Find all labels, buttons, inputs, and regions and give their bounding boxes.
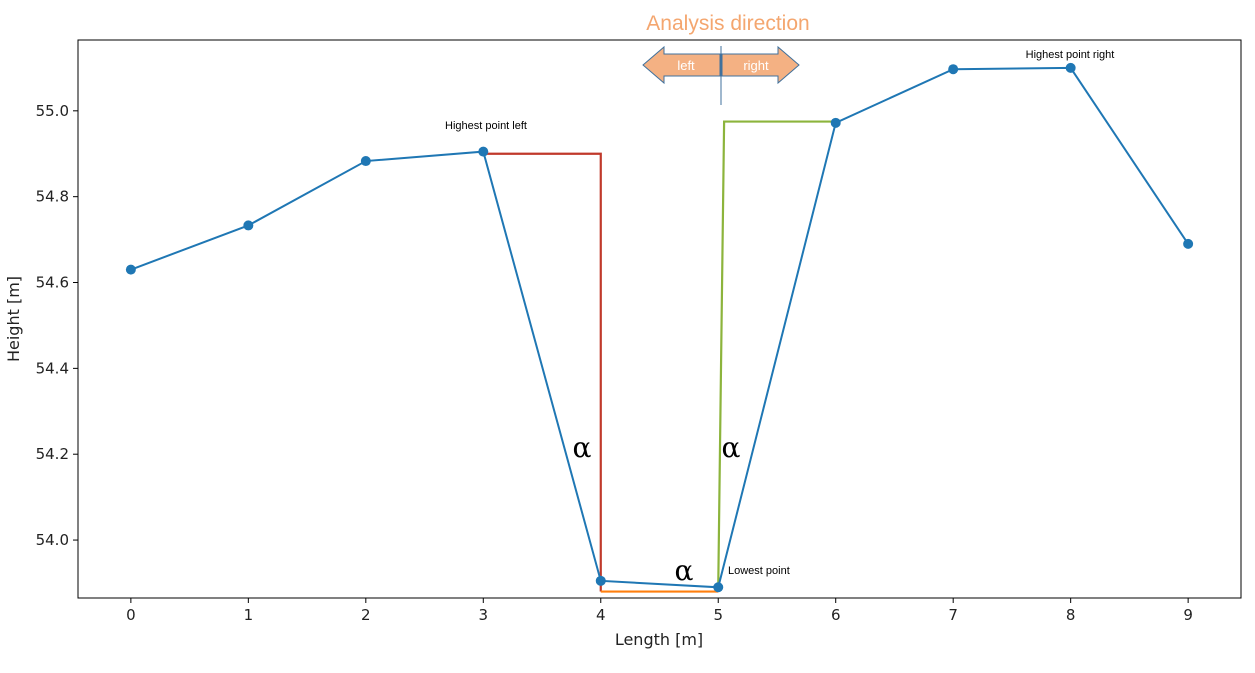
data-point [125, 264, 136, 275]
right-arrow-label: right [743, 58, 769, 73]
x-tick-label: 5 [713, 606, 723, 624]
left-arrow-label: left [677, 58, 695, 73]
data-point [1183, 238, 1194, 249]
x-tick-label: 3 [479, 606, 489, 624]
data-point [830, 117, 841, 128]
y-tick-label: 54.6 [36, 274, 69, 292]
analysis-direction: Analysis direction left right [642, 12, 810, 105]
x-tick-label: 1 [244, 606, 254, 624]
plot-area-frame [77, 39, 1242, 599]
data-point [713, 582, 724, 593]
y-tick-label: 54.0 [36, 531, 69, 549]
analysis-direction-title: Analysis direction [646, 12, 809, 35]
alpha-bottom: α [675, 554, 694, 587]
y-tick-label: 54.2 [36, 445, 69, 463]
right-arrow [721, 45, 800, 85]
lowest-label: Lowest point [728, 565, 790, 577]
x-tick-label: 7 [948, 606, 958, 624]
y-tick-label: 55.0 [36, 102, 69, 120]
data-point [948, 64, 959, 75]
x-axis-label: Length [m] [615, 630, 703, 649]
data-point [243, 220, 254, 231]
alpha-layer: α α α [573, 431, 741, 587]
left-bracket [483, 152, 602, 592]
guides-layer [483, 120, 836, 593]
alpha-right: α [722, 431, 741, 464]
highest-right-label: Highest point right [1026, 49, 1115, 61]
left-arrow [642, 45, 721, 85]
highest-left-label: Highest point left [445, 120, 527, 132]
data-point [478, 146, 489, 157]
annotations-layer: Highest point left Highest point right L… [445, 49, 1114, 577]
y-tick-label: 54.8 [36, 188, 69, 206]
x-tick-label: 0 [126, 606, 136, 624]
x-tick-label: 8 [1066, 606, 1076, 624]
y-tick-label: 54.4 [36, 359, 69, 377]
series-layer [125, 62, 1194, 593]
x-tick-label: 9 [1183, 606, 1193, 624]
data-point [595, 575, 606, 586]
x-axis: 0 1 2 3 4 5 6 7 8 9 [126, 598, 1193, 624]
y-axis-label: Height [m] [4, 276, 23, 362]
x-tick-label: 2 [361, 606, 371, 624]
data-point [360, 156, 371, 167]
series-line [130, 66, 1189, 589]
x-tick-label: 4 [596, 606, 606, 624]
alpha-left: α [573, 431, 592, 464]
x-tick-label: 6 [831, 606, 841, 624]
data-point [1065, 62, 1076, 73]
y-axis: 54.0 54.2 54.4 54.6 54.8 55.0 [36, 102, 78, 549]
right-bracket [717, 120, 836, 588]
